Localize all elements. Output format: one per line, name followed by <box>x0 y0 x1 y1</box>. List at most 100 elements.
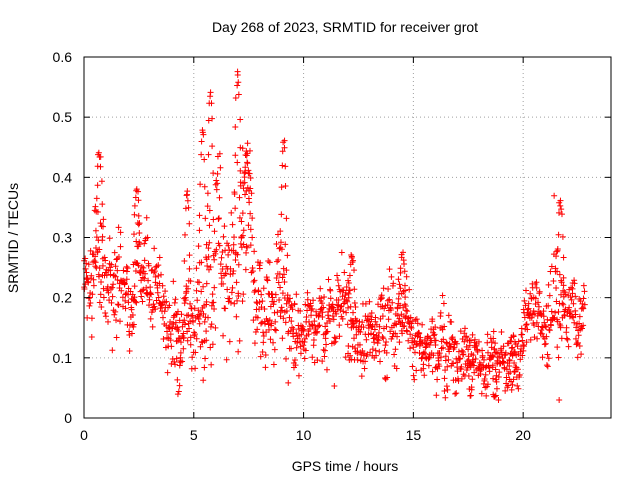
data-point <box>548 322 555 329</box>
data-point <box>239 232 246 239</box>
data-point <box>131 202 138 209</box>
data-point <box>237 240 244 247</box>
data-point <box>569 313 576 320</box>
data-point <box>266 259 273 266</box>
data-point <box>325 276 332 283</box>
data-point <box>351 286 358 293</box>
data-point <box>136 229 143 236</box>
data-point <box>260 285 267 292</box>
data-point <box>98 278 105 285</box>
data-point <box>146 290 153 297</box>
data-point <box>344 298 351 305</box>
data-point <box>384 374 391 381</box>
data-point <box>215 216 222 223</box>
data-point <box>510 376 517 383</box>
data-point <box>381 305 388 312</box>
data-point <box>198 138 205 145</box>
data-point <box>239 210 246 217</box>
data-point <box>399 319 406 326</box>
data-point <box>128 306 135 313</box>
data-point <box>519 331 526 338</box>
data-point <box>482 371 489 378</box>
data-point <box>528 314 535 321</box>
data-point <box>524 326 531 333</box>
data-point <box>113 334 120 341</box>
data-point <box>432 324 439 331</box>
data-point <box>387 307 394 314</box>
data-point <box>91 258 98 265</box>
data-point <box>332 335 339 342</box>
data-point <box>351 267 358 274</box>
data-point <box>272 327 279 334</box>
data-point <box>193 287 200 294</box>
data-point <box>363 336 370 343</box>
data-point <box>569 285 576 292</box>
data-point <box>547 268 554 275</box>
data-point <box>559 300 566 307</box>
data-point <box>397 302 404 309</box>
data-point <box>141 240 148 247</box>
data-point <box>237 116 244 123</box>
data-point <box>318 300 325 307</box>
data-point <box>291 356 298 363</box>
data-point <box>251 340 258 347</box>
data-point <box>444 363 451 370</box>
data-point <box>383 323 390 330</box>
data-point <box>309 354 316 361</box>
data-point <box>385 316 392 323</box>
data-point <box>243 249 250 256</box>
data-point <box>465 346 472 353</box>
data-point <box>521 314 528 321</box>
data-point <box>200 131 207 138</box>
data-point <box>135 262 142 269</box>
data-point <box>452 390 459 397</box>
data-point <box>533 279 540 286</box>
data-point <box>109 284 116 291</box>
data-point <box>295 372 302 379</box>
data-point <box>396 281 403 288</box>
data-point <box>97 153 104 160</box>
data-point <box>120 267 127 274</box>
data-point <box>458 363 465 370</box>
data-point <box>389 299 396 306</box>
data-point <box>113 317 120 324</box>
data-point <box>336 333 343 340</box>
data-point <box>429 368 436 375</box>
data-point <box>414 320 421 327</box>
data-point <box>279 162 286 169</box>
data-point <box>474 348 481 355</box>
data-point <box>335 282 342 289</box>
data-point <box>230 241 237 248</box>
data-point <box>539 354 546 361</box>
y-tick-label: 0.2 <box>53 290 73 306</box>
data-point <box>207 323 214 330</box>
data-point <box>162 288 169 295</box>
data-point <box>329 313 336 320</box>
data-point <box>310 342 317 349</box>
data-point <box>544 363 551 370</box>
data-point <box>190 319 197 326</box>
data-point <box>550 278 557 285</box>
data-point <box>180 345 187 352</box>
data-point <box>542 323 549 330</box>
data-point <box>270 339 277 346</box>
data-point <box>87 247 94 254</box>
data-point <box>542 340 549 347</box>
data-point <box>141 275 148 282</box>
data-point <box>257 259 264 266</box>
y-tick-label: 0.6 <box>53 49 73 65</box>
data-point <box>365 325 372 332</box>
data-point <box>342 289 349 296</box>
y-tick-label: 0.3 <box>53 230 73 246</box>
data-point <box>220 233 227 240</box>
data-point <box>345 304 352 311</box>
data-point <box>225 242 232 249</box>
data-point <box>289 306 296 313</box>
data-point <box>520 342 527 349</box>
data-point <box>568 284 575 291</box>
data-point <box>390 280 397 287</box>
data-point <box>484 331 491 338</box>
data-point <box>383 338 390 345</box>
data-point <box>183 288 190 295</box>
data-point <box>245 222 252 229</box>
